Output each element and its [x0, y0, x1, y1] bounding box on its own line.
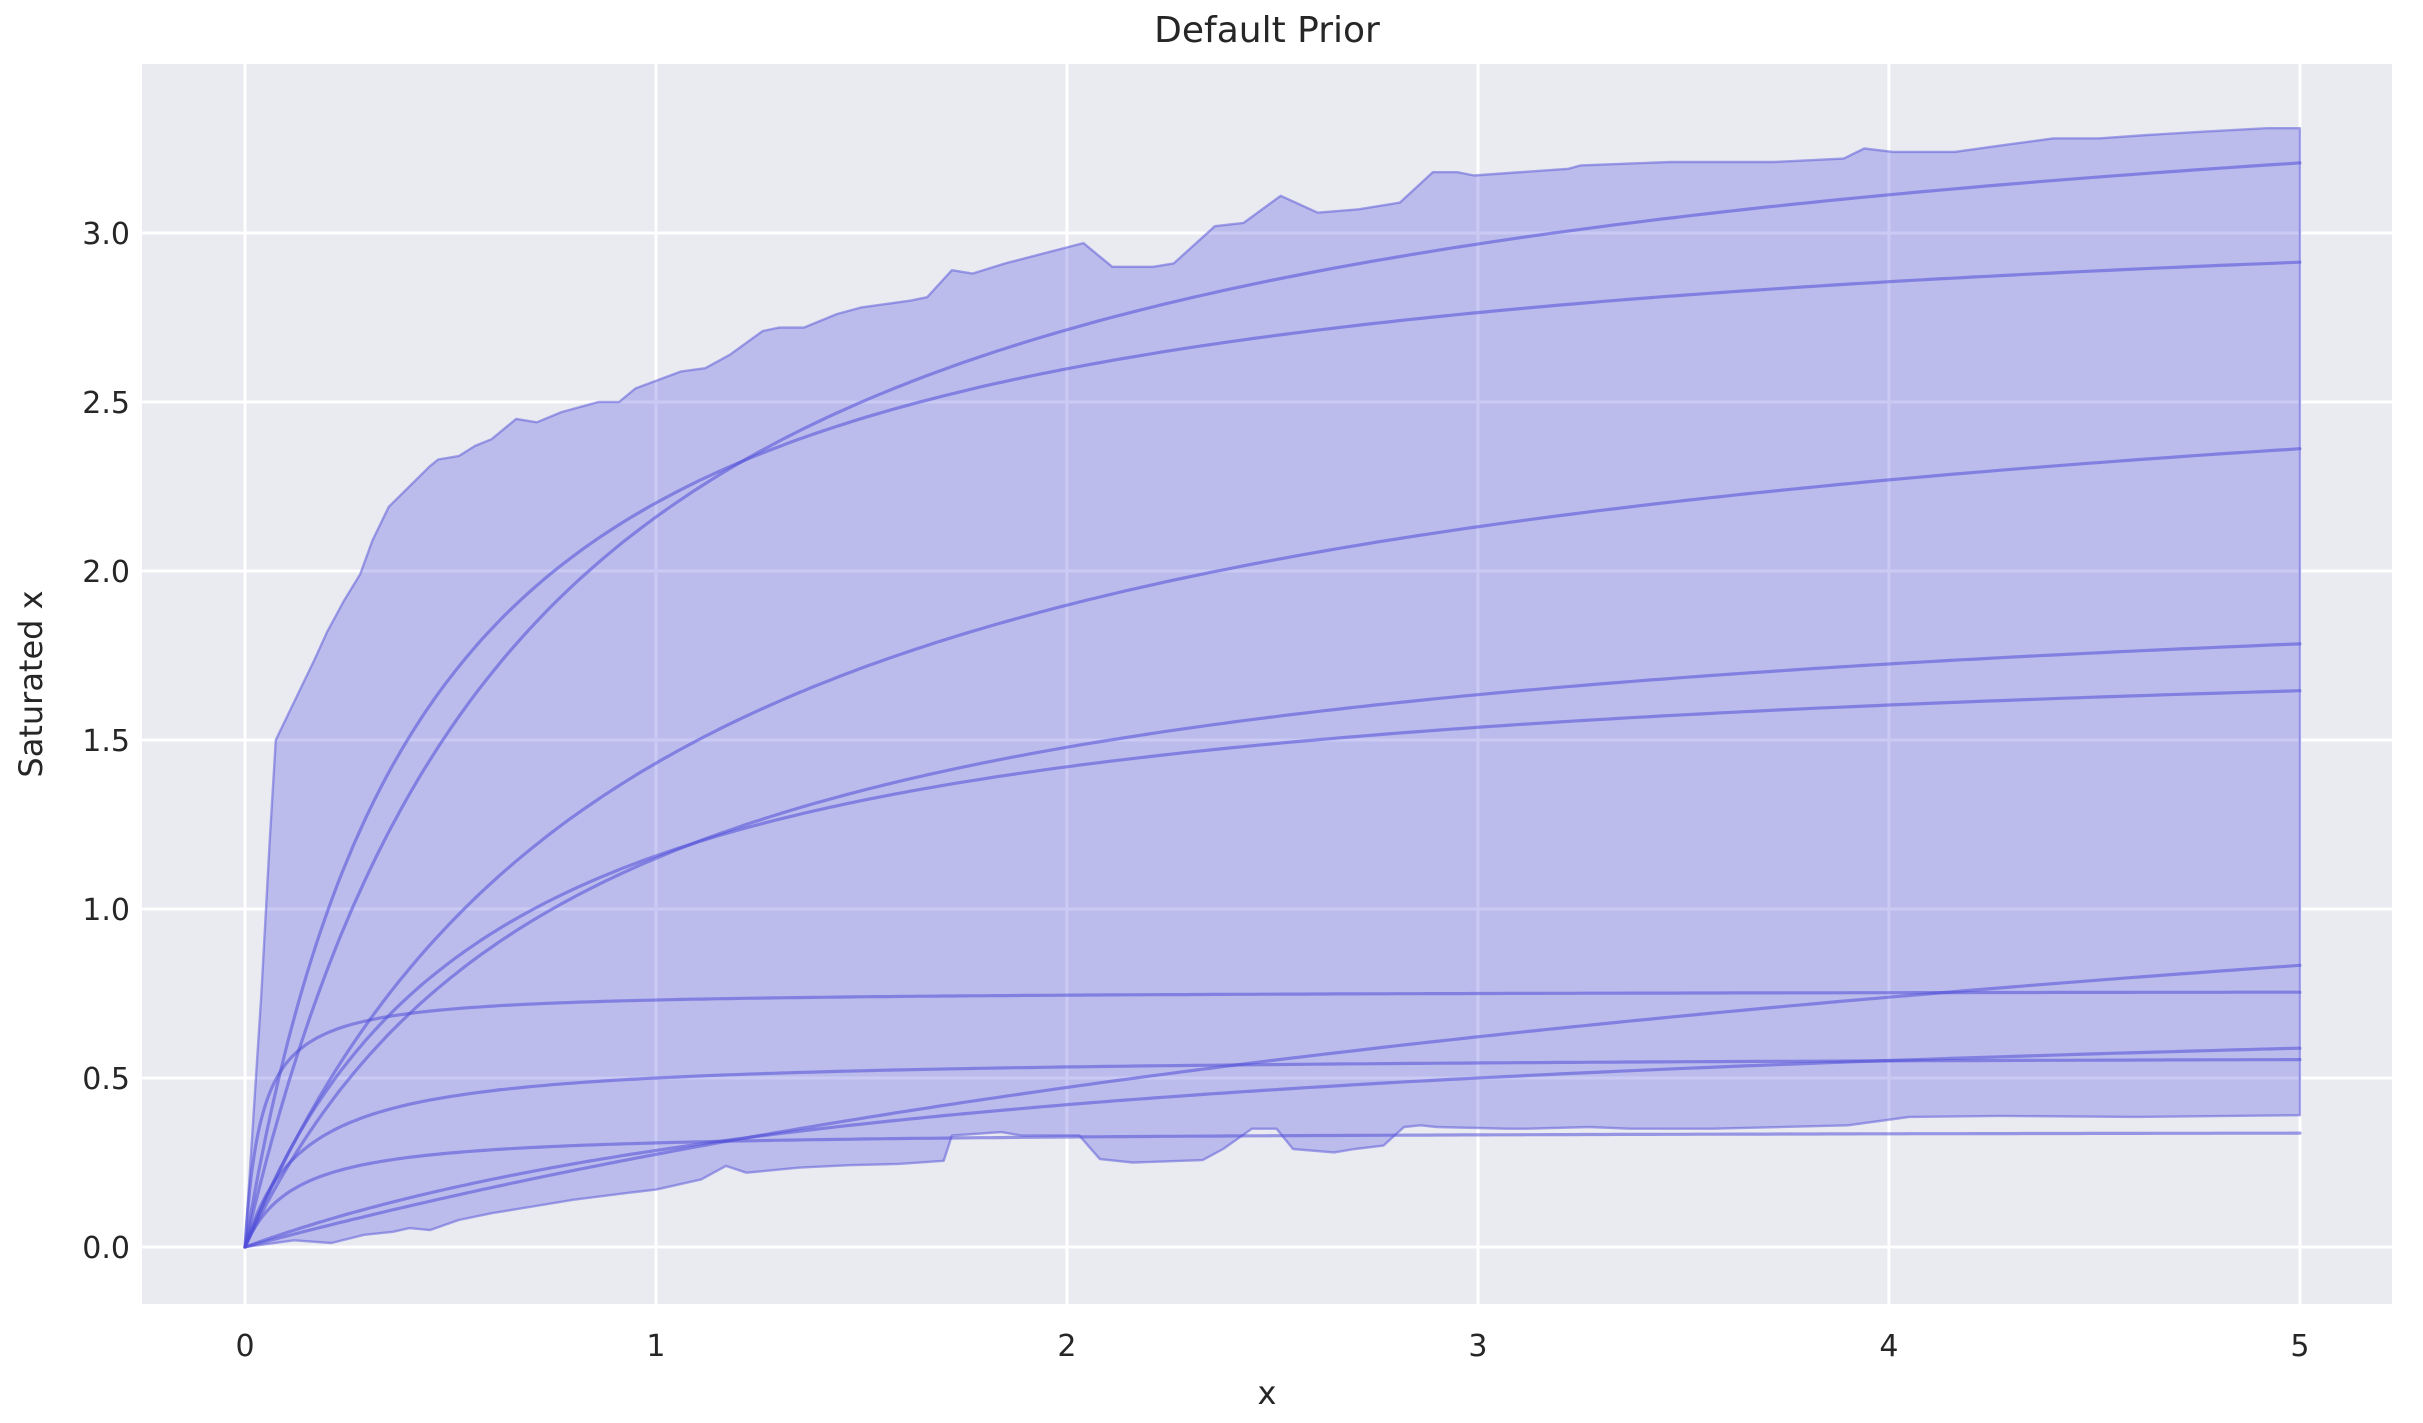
- x-axis-label: x: [1258, 1374, 1277, 1412]
- y-tick-label: 2.0: [82, 555, 130, 590]
- sample-curve: [243, 1046, 2302, 1249]
- x-tick-label: 3: [1468, 1329, 1487, 1364]
- y-tick-label: 0.5: [82, 1062, 130, 1097]
- sample-curve: [243, 1131, 2302, 1249]
- sample-curves: [243, 161, 2302, 1249]
- plot-area: [142, 64, 2392, 1304]
- x-tick-label: 5: [2290, 1329, 2309, 1364]
- y-tick-label: 0.0: [82, 1231, 130, 1266]
- y-tick-labels: 0.0 0.5 1.0 1.5 2.0 2.5 3.0: [82, 217, 130, 1266]
- y-tick-label: 3.0: [82, 217, 130, 252]
- sample-curve: [243, 642, 2302, 1249]
- sample-curve: [243, 1057, 2302, 1249]
- hdi-band-group: [243, 126, 2302, 1249]
- y-axis-label: Saturated x: [12, 590, 50, 777]
- y-tick-label: 1.5: [82, 724, 130, 759]
- x-tick-label: 1: [646, 1329, 665, 1364]
- sample-curve: [243, 689, 2302, 1249]
- x-tick-label: 0: [235, 1329, 254, 1364]
- sample-curve: [243, 260, 2302, 1249]
- sample-curve: [243, 161, 2302, 1249]
- hdi-band: [243, 126, 2302, 1249]
- x-tick-label: 2: [1057, 1329, 1076, 1364]
- x-tick-label: 4: [1879, 1329, 1898, 1364]
- chart-title: Default Prior: [1154, 10, 1380, 51]
- y-tick-label: 1.0: [82, 893, 130, 928]
- y-tick-label: 2.5: [82, 386, 130, 421]
- x-tick-labels: 0 1 2 3 4 5: [235, 1329, 2309, 1364]
- sample-curve: [243, 447, 2302, 1249]
- sample-curve: [243, 963, 2302, 1249]
- sample-curve: [243, 990, 2302, 1249]
